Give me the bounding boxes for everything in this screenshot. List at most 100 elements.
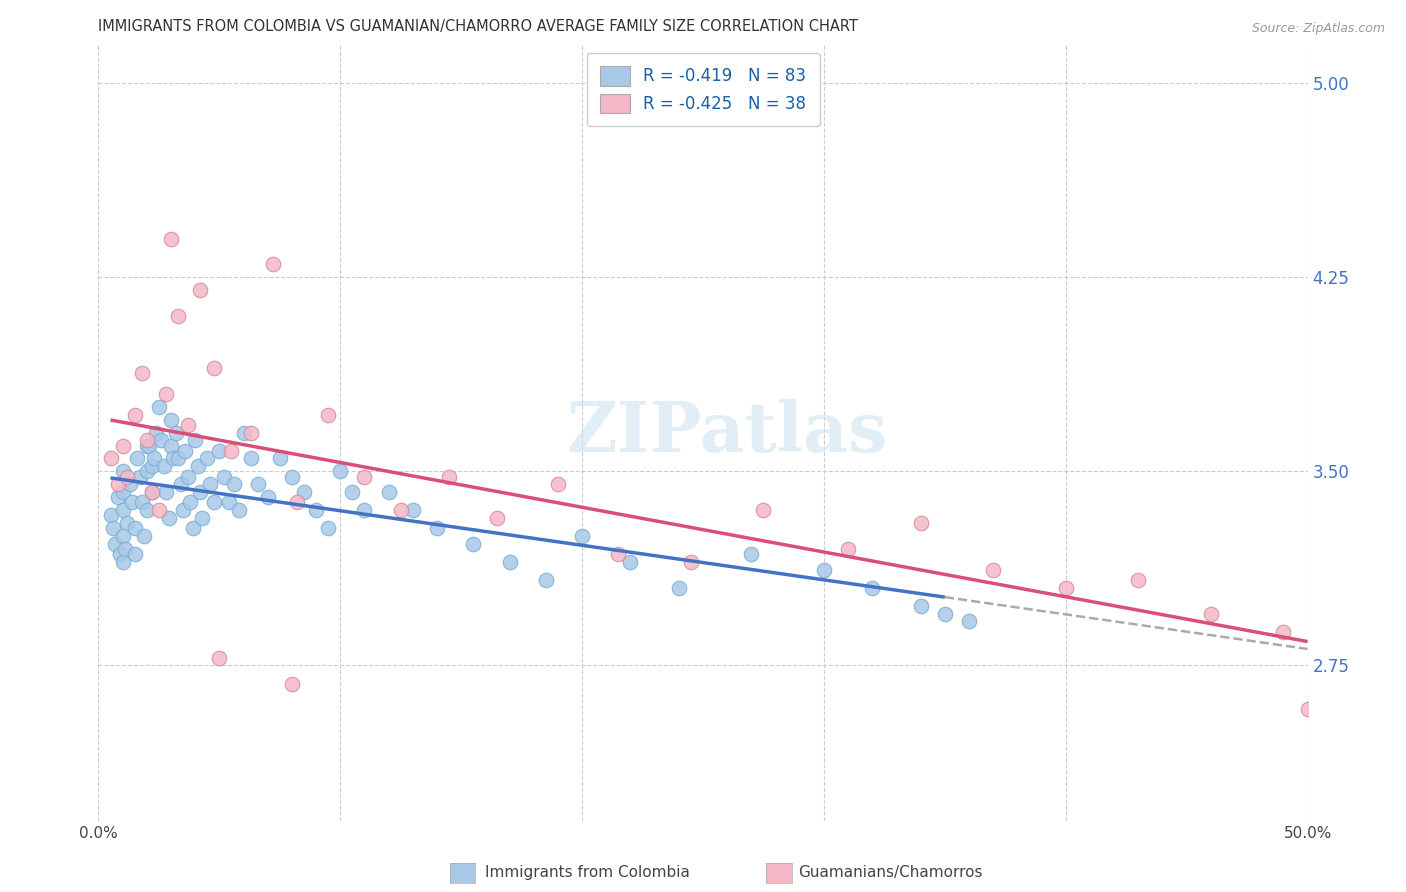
Point xyxy=(239,425,262,440)
Point xyxy=(124,408,146,422)
Point xyxy=(117,516,139,530)
Point xyxy=(910,599,932,613)
Point xyxy=(256,491,278,505)
Point xyxy=(117,469,139,483)
Point xyxy=(150,434,173,448)
Point xyxy=(752,503,775,517)
Point xyxy=(208,650,231,665)
Point xyxy=(165,425,187,440)
Text: Source: ZipAtlas.com: Source: ZipAtlas.com xyxy=(1251,22,1385,36)
Point xyxy=(107,491,129,505)
Point xyxy=(184,434,207,448)
Point xyxy=(389,503,412,517)
Point xyxy=(607,547,630,561)
Point xyxy=(143,451,166,466)
Point xyxy=(152,459,174,474)
Point xyxy=(104,537,127,551)
Point xyxy=(148,400,170,414)
Point xyxy=(269,451,291,466)
Point xyxy=(179,495,201,509)
Point xyxy=(162,451,184,466)
Point xyxy=(135,439,157,453)
Point xyxy=(167,310,190,324)
Point xyxy=(486,511,509,525)
Point xyxy=(188,485,211,500)
Point xyxy=(111,464,134,478)
Point xyxy=(141,459,163,474)
Point xyxy=(281,469,304,483)
Point xyxy=(118,477,141,491)
Point xyxy=(188,284,211,298)
Point xyxy=(342,485,364,500)
Point xyxy=(177,417,200,432)
Point xyxy=(145,425,167,440)
Point xyxy=(426,521,449,535)
Point xyxy=(232,425,254,440)
Point xyxy=(668,581,690,595)
Point xyxy=(141,485,163,500)
Point xyxy=(135,434,157,448)
Point xyxy=(204,361,226,376)
Point xyxy=(111,555,134,569)
Point xyxy=(860,581,883,595)
Point xyxy=(437,469,460,483)
Legend: R = -0.419   N = 83, R = -0.425   N = 38: R = -0.419 N = 83, R = -0.425 N = 38 xyxy=(586,53,820,127)
Point xyxy=(160,232,183,246)
Point xyxy=(134,529,156,543)
Point xyxy=(316,521,339,535)
Point xyxy=(187,459,209,474)
Point xyxy=(910,516,932,530)
Point xyxy=(160,439,183,453)
Point xyxy=(353,469,375,483)
Point xyxy=(1296,702,1319,716)
Point xyxy=(285,495,308,509)
Point xyxy=(138,439,160,453)
Point xyxy=(127,451,149,466)
Point xyxy=(222,477,245,491)
Text: Guamanians/Chamorros: Guamanians/Chamorros xyxy=(799,865,983,880)
Point xyxy=(934,607,956,621)
Point xyxy=(157,511,180,525)
Point xyxy=(131,495,153,509)
Point xyxy=(534,573,557,587)
Point xyxy=(305,503,328,517)
Point xyxy=(181,521,204,535)
Point xyxy=(571,529,593,543)
Point xyxy=(740,547,762,561)
Point xyxy=(619,555,641,569)
Point xyxy=(131,366,153,380)
Point xyxy=(111,503,134,517)
Point xyxy=(174,443,197,458)
Point xyxy=(169,477,191,491)
Point xyxy=(837,541,859,557)
Point xyxy=(135,503,157,517)
Point xyxy=(177,469,200,483)
Point xyxy=(679,555,702,569)
Point xyxy=(208,443,231,458)
Point xyxy=(281,676,304,690)
Text: IMMIGRANTS FROM COLOMBIA VS GUAMANIAN/CHAMORRO AVERAGE FAMILY SIZE CORRELATION C: IMMIGRANTS FROM COLOMBIA VS GUAMANIAN/CH… xyxy=(98,19,858,34)
Point xyxy=(111,439,134,453)
Point xyxy=(247,477,270,491)
Point xyxy=(218,495,240,509)
Point xyxy=(148,503,170,517)
Point xyxy=(228,503,250,517)
Point xyxy=(121,495,143,509)
Point xyxy=(155,485,177,500)
Point xyxy=(316,408,339,422)
Point xyxy=(239,451,262,466)
Point xyxy=(155,387,177,401)
Point xyxy=(124,521,146,535)
Point xyxy=(124,547,146,561)
Point xyxy=(100,508,122,523)
Point xyxy=(221,443,243,458)
Point xyxy=(195,451,218,466)
Point xyxy=(198,477,221,491)
Point xyxy=(1199,607,1222,621)
Point xyxy=(353,503,375,517)
Point xyxy=(1272,624,1295,639)
Point xyxy=(128,469,150,483)
Point xyxy=(377,485,399,500)
Point xyxy=(111,485,134,500)
Point xyxy=(957,615,980,629)
